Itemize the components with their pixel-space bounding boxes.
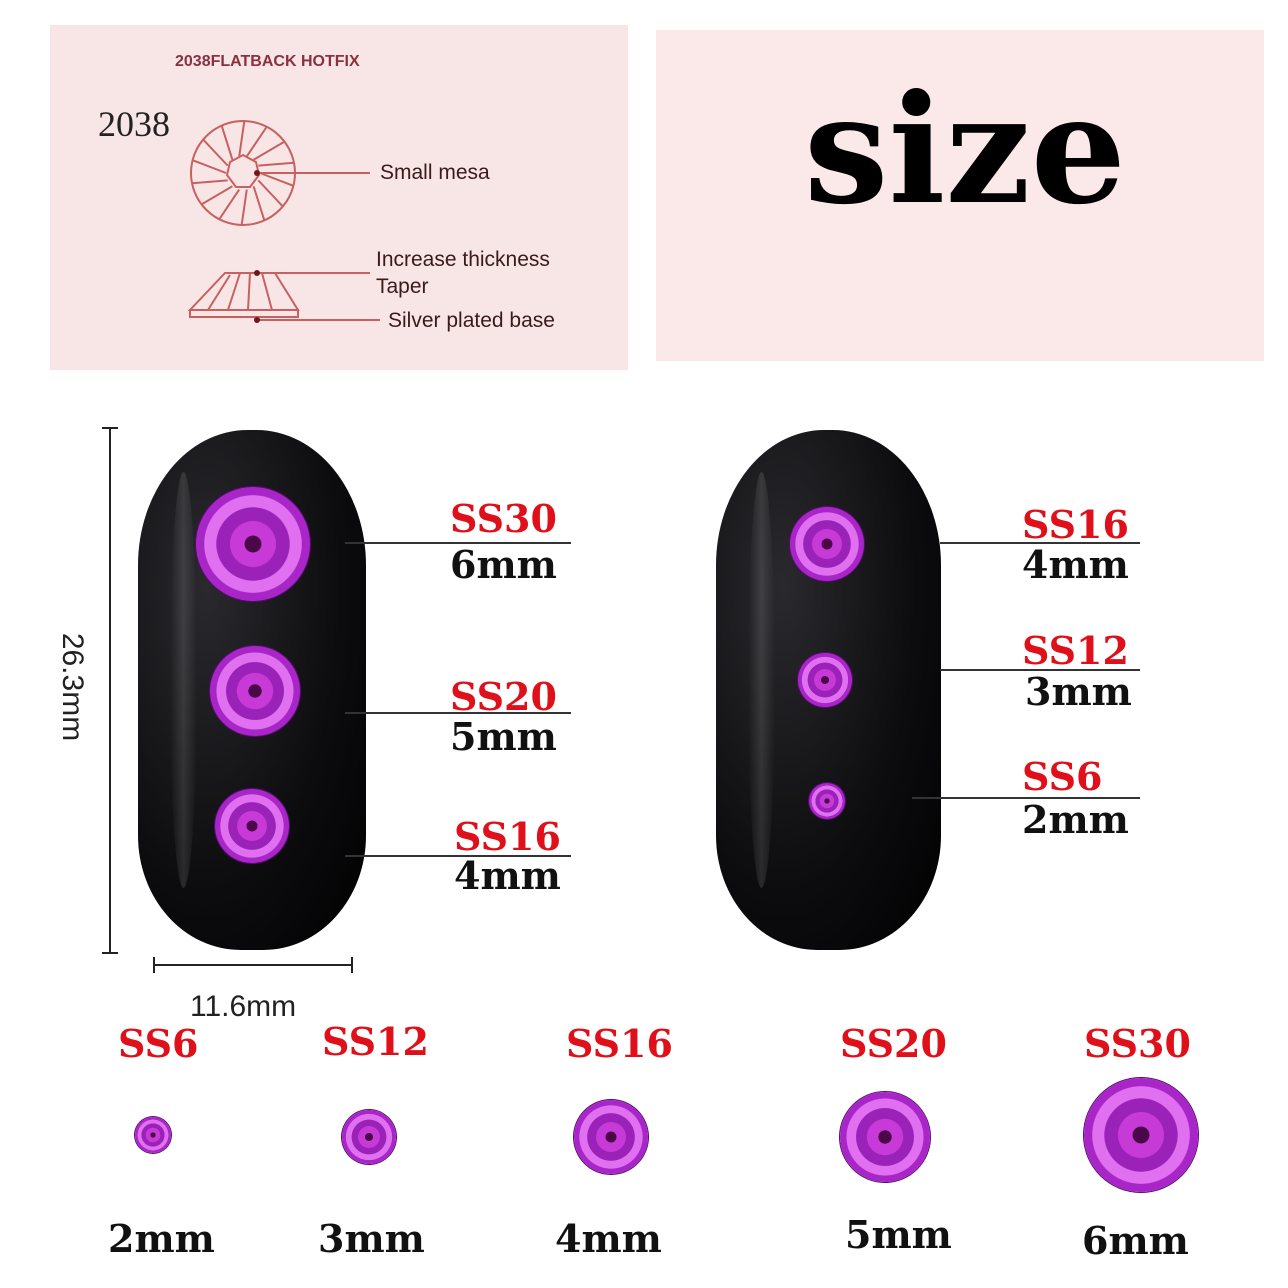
size-code: SS16 bbox=[454, 814, 561, 859]
gem-ss30 bbox=[196, 487, 310, 601]
gem-ss16 bbox=[790, 507, 864, 581]
size-code: SS30 bbox=[1084, 1021, 1191, 1066]
size-mm: 6mm bbox=[450, 542, 557, 587]
size-mm: 4mm bbox=[1022, 542, 1129, 587]
size-mm: 6mm bbox=[1082, 1218, 1189, 1263]
size-mm: 5mm bbox=[845, 1212, 952, 1257]
title-panel: size bbox=[656, 30, 1264, 361]
leader-line bbox=[940, 542, 1140, 544]
gem-ss30 bbox=[1084, 1078, 1198, 1192]
size-mm: 3mm bbox=[1025, 669, 1132, 714]
size-code: SS20 bbox=[450, 674, 557, 719]
page-title: size bbox=[804, 62, 1127, 238]
gem-ss16 bbox=[574, 1100, 648, 1174]
size-code: SS6 bbox=[1022, 754, 1103, 799]
diagram-header: 2038FLATBACK HOTFIX bbox=[175, 53, 360, 70]
size-mm: 3mm bbox=[318, 1216, 425, 1261]
gem-ss12 bbox=[798, 653, 852, 707]
width-dimension-line bbox=[153, 964, 353, 966]
gem-ss6 bbox=[135, 1117, 171, 1153]
leader-line bbox=[345, 712, 571, 714]
diagram-panel: 2038FLATBACK HOTFIX 2038 Small mesa Incr… bbox=[50, 25, 628, 370]
width-tick-left bbox=[153, 957, 155, 973]
side-view-icon bbox=[187, 272, 380, 321]
rhinestone-diagram bbox=[187, 120, 380, 323]
size-mm: 2mm bbox=[1022, 797, 1129, 842]
size-code: SS6 bbox=[118, 1021, 199, 1066]
size-mm: 5mm bbox=[450, 714, 557, 759]
height-dimension-line bbox=[109, 427, 111, 954]
size-code: SS12 bbox=[322, 1019, 429, 1064]
size-code: SS16 bbox=[1022, 502, 1129, 547]
gem-ss20 bbox=[210, 646, 300, 736]
size-mm: 2mm bbox=[108, 1216, 215, 1261]
leader-line bbox=[912, 797, 1140, 799]
callout-small-mesa: Small mesa bbox=[380, 161, 490, 184]
height-tick-bottom bbox=[102, 952, 118, 954]
callout-silver-base: Silver plated base bbox=[388, 309, 555, 332]
width-label: 11.6mm bbox=[190, 990, 297, 1023]
gem-ss16 bbox=[215, 789, 289, 863]
gem-ss6 bbox=[809, 783, 845, 819]
height-tick-top bbox=[102, 427, 118, 429]
size-mm: 4mm bbox=[555, 1216, 662, 1261]
top-view-icon bbox=[190, 120, 370, 226]
size-code: SS30 bbox=[450, 496, 557, 541]
callout-increase-thickness: Increase thickness bbox=[376, 248, 550, 271]
gem-ss12 bbox=[342, 1110, 396, 1164]
model-number: 2038 bbox=[98, 104, 170, 144]
gem-ss20 bbox=[840, 1092, 930, 1182]
height-label: 26.3mm bbox=[56, 632, 90, 742]
leader-line bbox=[345, 542, 571, 544]
leader-line bbox=[940, 669, 1140, 671]
size-code: SS12 bbox=[1022, 628, 1129, 673]
callout-taper: Taper bbox=[376, 275, 429, 298]
width-tick-right bbox=[351, 957, 353, 973]
size-code: SS16 bbox=[566, 1021, 673, 1066]
size-mm: 4mm bbox=[454, 853, 561, 898]
leader-line bbox=[345, 855, 571, 857]
size-code: SS20 bbox=[840, 1021, 947, 1066]
